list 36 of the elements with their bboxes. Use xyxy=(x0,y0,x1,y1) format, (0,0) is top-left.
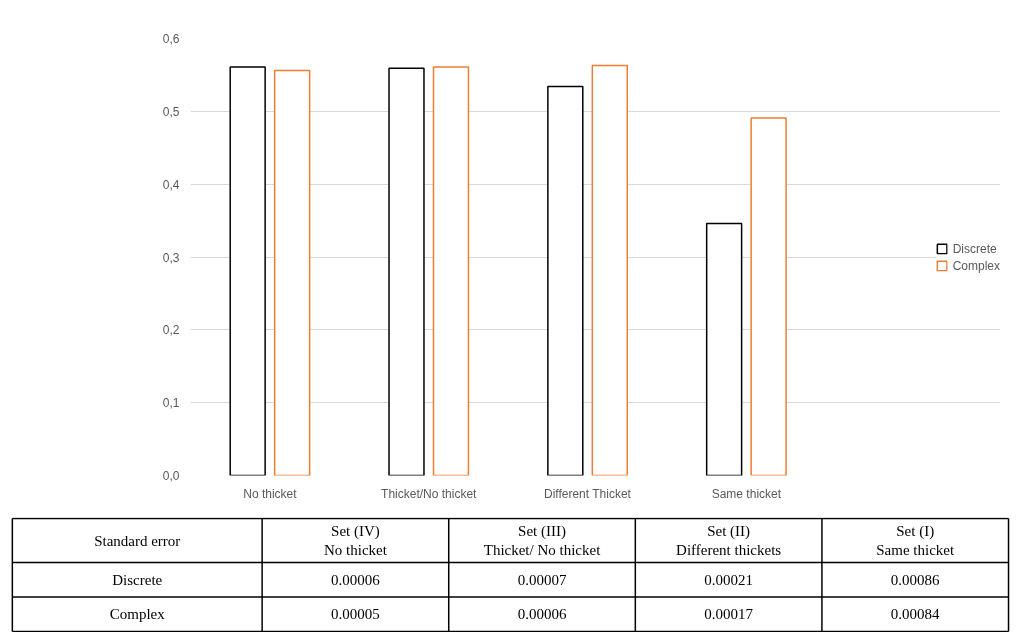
x-tick-label: Same thicket xyxy=(711,486,782,501)
y-tick-label: 0,2 xyxy=(162,323,180,338)
x-tick-label: Thicket/No thicket xyxy=(381,486,478,501)
text: 0.00005 xyxy=(331,606,380,623)
text: Set (I) Same thicket xyxy=(876,522,956,559)
bar xyxy=(273,69,311,476)
text: 0.00086 xyxy=(890,571,941,588)
bar xyxy=(432,66,470,476)
y-tick-label: 0,6 xyxy=(162,32,180,46)
x-tick-label: No thicket xyxy=(243,486,298,501)
text: Standard error xyxy=(94,532,181,549)
legend-label: Discrete xyxy=(952,241,997,255)
text: 0.00006 xyxy=(517,606,567,623)
text: 0.00007 xyxy=(517,571,567,588)
y-tick-label: 0,4 xyxy=(162,177,180,192)
text: 0.00084 xyxy=(890,606,941,623)
bar xyxy=(547,85,584,476)
bar xyxy=(591,64,629,476)
text: Discrete xyxy=(112,571,163,588)
text: 0.00017 xyxy=(704,606,754,623)
text: Set (III) Thicket/ No thicket xyxy=(483,522,602,559)
text: Complex xyxy=(109,606,166,623)
bar xyxy=(750,117,787,476)
y-tick-label: 0,5 xyxy=(162,104,180,119)
y-tick-label: 0,1 xyxy=(162,396,180,411)
bar xyxy=(229,66,266,476)
y-tick-label: 0,0 xyxy=(162,469,180,483)
text: 0.00006 xyxy=(331,571,381,588)
text: Set (IV) No thicket xyxy=(323,522,388,559)
legend-label: Complex xyxy=(952,258,1000,272)
x-tick-label: Different Thicket xyxy=(543,486,632,501)
text: 0.00021 xyxy=(704,571,753,588)
y-tick-label: 0,3 xyxy=(162,250,180,265)
text: Set (II) Different thickets xyxy=(676,522,782,559)
bar xyxy=(388,67,425,476)
bar xyxy=(705,222,743,476)
